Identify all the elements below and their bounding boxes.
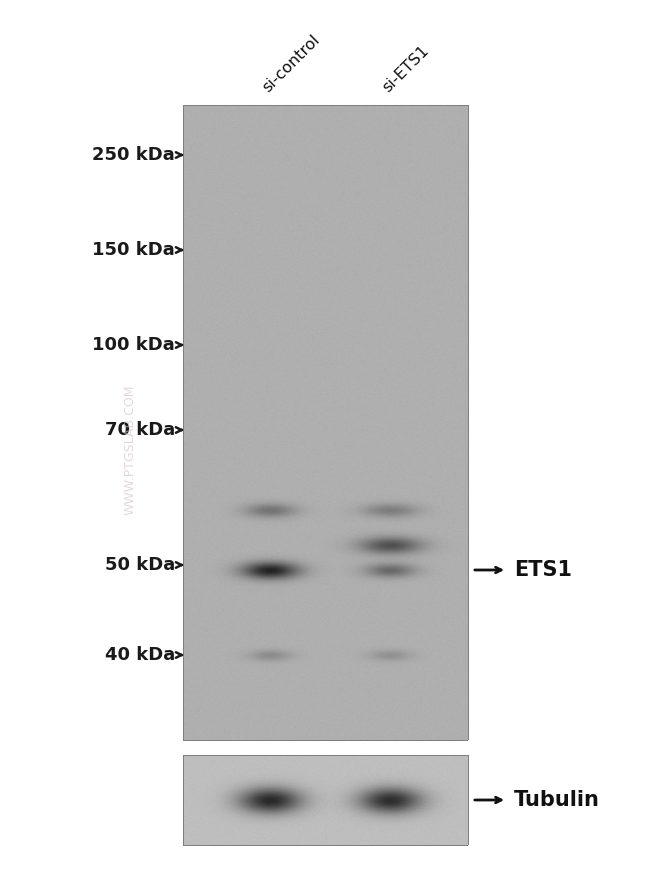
Text: 100 kDa: 100 kDa (92, 336, 175, 354)
Text: 40 kDa: 40 kDa (105, 646, 175, 664)
Text: 50 kDa: 50 kDa (105, 556, 175, 574)
Text: ETS1: ETS1 (514, 560, 572, 580)
Text: 70 kDa: 70 kDa (105, 421, 175, 439)
Text: WWW.PTGSLAB.COM: WWW.PTGSLAB.COM (124, 384, 136, 515)
Text: 150 kDa: 150 kDa (92, 241, 175, 259)
Text: si-control: si-control (259, 32, 322, 95)
Text: 250 kDa: 250 kDa (92, 146, 175, 164)
Text: si-ETS1: si-ETS1 (380, 43, 432, 95)
Text: Tubulin: Tubulin (514, 790, 600, 810)
